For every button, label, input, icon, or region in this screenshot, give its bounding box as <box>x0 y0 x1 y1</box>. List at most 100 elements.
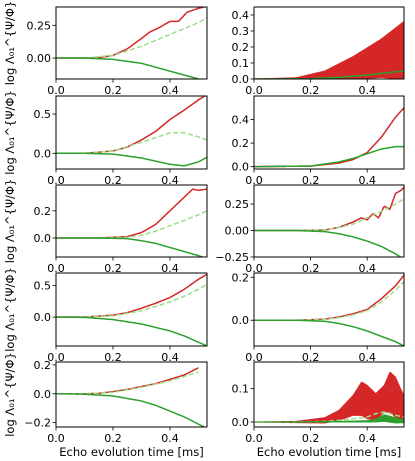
y-tick-label: 0.25 <box>27 19 52 32</box>
y-axis-label: log Λ₀₁^{Ψ/Φ} <box>3 352 17 437</box>
x-tick-label: 0.4 <box>358 84 376 97</box>
series-line-light_green-1 <box>254 198 404 232</box>
y-tick-label: 0.0 <box>232 73 250 86</box>
x-tick-label: 0.0 <box>47 84 65 97</box>
x-tick-label: 0.0 <box>47 432 65 445</box>
series-line-red-0 <box>254 107 404 168</box>
series-line-light_green-1 <box>56 371 199 395</box>
y-tick-label: 0.2 <box>232 271 250 284</box>
x-tick-label: 0.2 <box>104 262 122 275</box>
y-tick-label: 0.0 <box>34 147 52 160</box>
x-tick-label: 0.4 <box>161 351 179 364</box>
x-tick-label: 0.0 <box>245 174 263 187</box>
x-tick-label: 0.4 <box>358 351 376 364</box>
series-line-red-0 <box>56 188 207 239</box>
series-line-light_green-1 <box>56 132 207 155</box>
series-group <box>254 186 404 257</box>
x-tick-label: 0.0 <box>245 432 263 445</box>
series-group <box>254 21 404 79</box>
series-line-red-0 <box>254 186 404 232</box>
x-tick-label: 0.2 <box>104 174 122 187</box>
panel-4-1: 0.0 0.1 0.0 0.2 0.4 <box>232 361 405 445</box>
y-tick-label: −0.2 <box>24 417 51 430</box>
panel-3-1: 0.0 0.2 0.0 0.2 0.4 <box>232 271 405 364</box>
y-tick-label: 0.00 <box>225 225 250 238</box>
y-axis-label: log Λ₀₁^{Ψ/Φ} <box>3 179 17 264</box>
x-tick-label: 0.4 <box>161 262 179 275</box>
x-tick-label: 0.4 <box>161 174 179 187</box>
series-line-light_green-1 <box>56 210 207 239</box>
y-tick-label: 0.1 <box>232 383 250 396</box>
y-tick-label: 0.0 <box>232 161 250 174</box>
series-line-red-0 <box>254 274 404 321</box>
panel-1-0: 0.0 0.5 0.0 0.2 0.4 log Λ₀₁^{Ψ/Φ} <box>3 90 208 187</box>
series-line-red-0 <box>56 96 206 155</box>
axes-frame <box>253 184 405 258</box>
x-tick-label: 0.0 <box>245 84 263 97</box>
series-line-light_green-1 <box>254 281 404 321</box>
axes-frame <box>253 95 405 170</box>
y-tick-label: 0.2 <box>232 41 250 54</box>
series-group <box>254 274 404 346</box>
x-tick-label: 0.0 <box>47 262 65 275</box>
x-tick-label: 0.2 <box>104 351 122 364</box>
series-line-green-1 <box>254 145 404 168</box>
axes-frame <box>55 95 208 170</box>
y-tick-label: 0.0 <box>232 416 250 429</box>
y-tick-label: 0.0 <box>232 314 250 327</box>
axes-frame <box>55 272 208 347</box>
series-line-green-2 <box>56 237 206 257</box>
y-tick-label: −0.25 <box>215 251 249 264</box>
y-tick-label: 0.3 <box>232 25 250 38</box>
panel-2-1: −0.25 0.00 0.25 0.0 0.2 0.4 <box>215 184 405 275</box>
series-line-red-0 <box>254 21 404 79</box>
series-group <box>56 367 205 427</box>
y-tick-label: 0.0 <box>34 311 52 324</box>
x-axis-label: Echo evolution time [ms] <box>59 445 203 459</box>
x-tick-label: 0.2 <box>302 84 320 97</box>
axes-frame <box>253 361 405 428</box>
series-line-green-2 <box>56 393 205 427</box>
panel-0-1: 0.0 0.1 0.2 0.3 0.4 0.0 0.2 0.4 <box>232 6 405 97</box>
y-tick-label: 0.00 <box>27 52 52 65</box>
y-axis-label: log Λ₀₁^{Ψ/Φ} <box>3 1 17 86</box>
x-tick-label: 0.4 <box>358 262 376 275</box>
series-line-green-2 <box>254 229 403 257</box>
series-group <box>254 107 404 168</box>
y-tick-label: 0.2 <box>34 359 52 372</box>
y-tick-label: 0.2 <box>232 137 250 150</box>
series-line-light_green-1 <box>56 16 207 59</box>
axes-frame <box>55 361 208 428</box>
axes-frame <box>253 272 405 347</box>
x-tick-label: 0.2 <box>104 432 122 445</box>
series-line-green-2 <box>254 414 404 424</box>
series-line-red-0 <box>254 371 404 424</box>
x-tick-label: 0.2 <box>302 432 320 445</box>
y-axis-label: log Λ₀₁^{Ψ/Φ} <box>3 267 17 352</box>
y-tick-label: 0.2 <box>34 205 52 218</box>
axes-frame <box>55 6 208 80</box>
x-tick-label: 0.0 <box>47 351 65 364</box>
series-group <box>56 273 207 346</box>
x-tick-label: 0.2 <box>302 262 320 275</box>
panel-0-0: 0.00 0.25 0.0 0.2 0.4 log Λ₀₁^{Ψ/Φ} <box>3 1 208 97</box>
x-tick-label: 0.4 <box>161 432 179 445</box>
series-group <box>56 96 207 167</box>
panel-1-1: 0.0 0.2 0.4 0.0 0.2 0.4 <box>232 95 405 187</box>
y-tick-label: 0.25 <box>225 198 250 211</box>
x-tick-label: 0.2 <box>302 351 320 364</box>
x-tick-label: 0.2 <box>302 174 320 187</box>
panel-2-0: 0.0 0.2 0.0 0.2 0.4 log Λ₀₁^{Ψ/Φ} <box>3 179 208 275</box>
y-tick-label: 0.5 <box>34 108 52 121</box>
series-line-green-2 <box>254 319 404 346</box>
x-tick-label: 0.0 <box>245 351 263 364</box>
y-tick-label: 0.4 <box>232 114 250 127</box>
y-tick-label: 0.0 <box>34 232 52 245</box>
y-axis-label: log Λ₀₁^{Ψ/Φ} <box>3 90 17 175</box>
y-tick-label: 0.4 <box>232 9 250 22</box>
series-line-red-0 <box>56 7 205 59</box>
x-tick-label: 0.2 <box>104 84 122 97</box>
x-tick-label: 0.0 <box>245 262 263 275</box>
y-tick-label: 0.0 <box>34 388 52 401</box>
